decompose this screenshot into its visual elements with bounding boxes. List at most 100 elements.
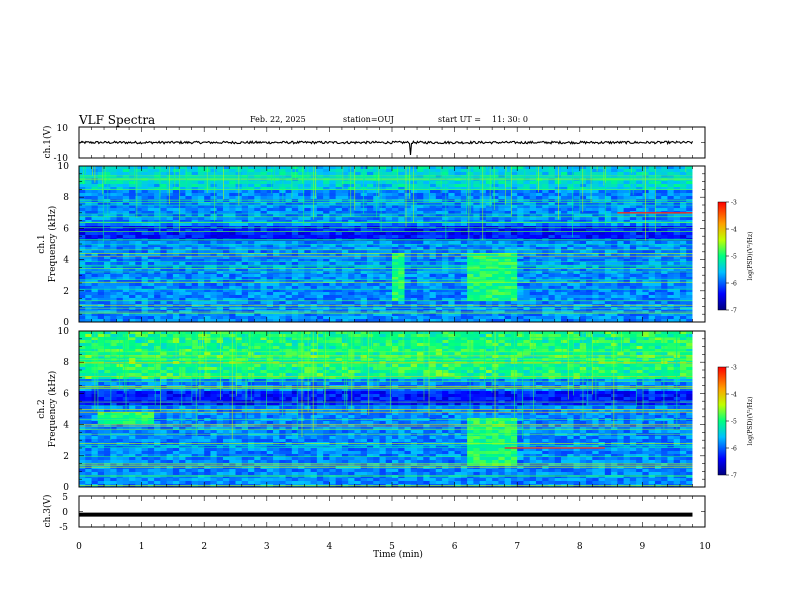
spectrogram-cell bbox=[392, 172, 399, 176]
spectrogram-cell bbox=[535, 166, 543, 170]
spectrogram-cell bbox=[398, 244, 405, 248]
spectrogram-cell bbox=[623, 271, 631, 275]
spectrogram-cell bbox=[273, 304, 280, 308]
spectrogram-cell bbox=[204, 205, 211, 209]
spectrogram-cell bbox=[561, 289, 568, 293]
spectrogram-cell bbox=[485, 193, 493, 197]
spectrogram-cell bbox=[279, 229, 286, 233]
spectrogram-cell bbox=[179, 181, 186, 185]
spectrogram-cell bbox=[623, 250, 631, 254]
spectrogram-cell bbox=[642, 274, 650, 278]
spectrogram-cell bbox=[442, 271, 449, 275]
spectrogram-cell bbox=[598, 268, 606, 272]
spectrogram-cell bbox=[191, 184, 199, 188]
spectrogram-cell bbox=[329, 283, 337, 287]
spectrogram-cell bbox=[504, 256, 512, 260]
spectrogram-cell bbox=[79, 241, 86, 245]
spectrogram-cell bbox=[172, 235, 180, 239]
spectrogram-cell bbox=[185, 241, 193, 245]
spectrogram-cell bbox=[648, 208, 656, 212]
spectrogram-cell bbox=[222, 223, 230, 227]
spectrogram-cell bbox=[611, 268, 618, 272]
spectrogram-cell bbox=[154, 217, 161, 221]
spectrogram-cell bbox=[586, 235, 593, 239]
spectrogram-cell bbox=[222, 205, 230, 209]
spectrogram-cell bbox=[636, 295, 643, 299]
spectrogram-cell bbox=[636, 256, 643, 260]
spectrogram-cell bbox=[373, 241, 380, 245]
spectrogram-cell bbox=[341, 205, 349, 209]
spectrogram-cell bbox=[648, 295, 656, 299]
spectrogram-cell bbox=[435, 283, 443, 287]
spectrogram-cell bbox=[348, 232, 355, 236]
spectrogram-cell bbox=[91, 184, 99, 188]
spectrogram-cell bbox=[442, 292, 449, 296]
spectrogram-cell bbox=[617, 280, 625, 284]
spectrogram-cell bbox=[185, 301, 193, 305]
spectrogram-cell bbox=[404, 295, 412, 299]
spectrogram-cell bbox=[504, 298, 512, 302]
spectrogram-cell bbox=[122, 232, 130, 236]
spectrogram-cell bbox=[492, 175, 499, 179]
spectrogram-cell bbox=[104, 190, 111, 194]
spectrogram-cell bbox=[429, 181, 437, 185]
spectrogram-cell bbox=[360, 265, 368, 269]
spectrogram-cell bbox=[535, 175, 543, 179]
spectrogram-cell bbox=[523, 271, 531, 275]
spectrogram-cell bbox=[204, 316, 211, 320]
spectrogram-cell bbox=[567, 295, 574, 299]
spectrogram-cell bbox=[129, 280, 136, 284]
spectrogram-cell bbox=[222, 217, 230, 221]
spectrogram-cell bbox=[216, 214, 224, 218]
spectrogram-cell bbox=[504, 184, 512, 188]
spectrogram-cell bbox=[510, 244, 518, 248]
spectrogram-cell bbox=[135, 220, 142, 224]
spectrogram-cell bbox=[648, 169, 656, 173]
spectrogram-cell bbox=[323, 211, 330, 215]
spectrogram-cell bbox=[492, 304, 499, 308]
spectrogram-cell bbox=[348, 220, 355, 224]
spectrogram-cell bbox=[573, 304, 581, 308]
spectrogram-cell bbox=[348, 289, 355, 293]
spectrogram-cell bbox=[197, 265, 205, 269]
spectrogram-cell bbox=[254, 187, 261, 191]
spectrogram-cell bbox=[617, 301, 625, 305]
spectrogram-cell bbox=[523, 238, 531, 242]
spectrogram-cell bbox=[623, 169, 631, 173]
spectrogram-cell bbox=[498, 196, 506, 200]
spectrogram-cell bbox=[298, 202, 305, 206]
spectrogram-cell bbox=[586, 169, 593, 173]
spectrogram-cell bbox=[448, 199, 455, 203]
spectrogram-cell bbox=[154, 265, 161, 269]
spectrogram-cell bbox=[429, 292, 437, 296]
spectrogram-cell bbox=[548, 187, 556, 191]
spectrogram-cell bbox=[197, 181, 205, 185]
spectrogram-cell bbox=[573, 175, 581, 179]
spectrogram-cell bbox=[291, 214, 299, 218]
spectrogram-cell bbox=[110, 259, 117, 263]
spectrogram-cell bbox=[598, 253, 606, 257]
spectrogram-cell bbox=[661, 232, 668, 236]
spectrogram-cell bbox=[561, 259, 568, 263]
spectrogram-cell bbox=[617, 244, 625, 248]
spectrogram-cell bbox=[485, 244, 493, 248]
spectrogram-cell bbox=[642, 268, 650, 272]
spectrogram-cell bbox=[435, 172, 443, 176]
spectrogram-cell bbox=[473, 289, 481, 293]
spectrogram-cell bbox=[360, 220, 368, 224]
spectrogram-cell bbox=[611, 175, 618, 179]
spectrogram-cell bbox=[460, 250, 468, 254]
spectrogram-cell bbox=[523, 241, 531, 245]
spectrogram-cell bbox=[523, 244, 531, 248]
spectrogram-cell bbox=[360, 289, 368, 293]
spectrogram-cell bbox=[373, 307, 380, 311]
spectrogram-cell bbox=[216, 235, 224, 239]
spectrogram-cell bbox=[529, 244, 537, 248]
spectrogram-cell bbox=[235, 313, 243, 317]
spectrogram-cell bbox=[329, 286, 337, 290]
spectrogram-cell bbox=[97, 166, 105, 170]
spectrogram-cell bbox=[335, 187, 343, 191]
spectrogram-cell bbox=[260, 184, 268, 188]
spectrogram-cell bbox=[285, 253, 293, 257]
spectrogram-cell bbox=[561, 208, 568, 212]
